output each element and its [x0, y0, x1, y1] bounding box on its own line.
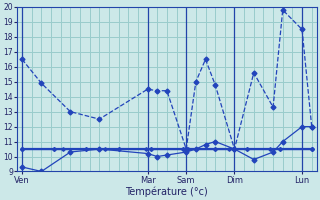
X-axis label: Température (°c): Température (°c) [125, 186, 208, 197]
